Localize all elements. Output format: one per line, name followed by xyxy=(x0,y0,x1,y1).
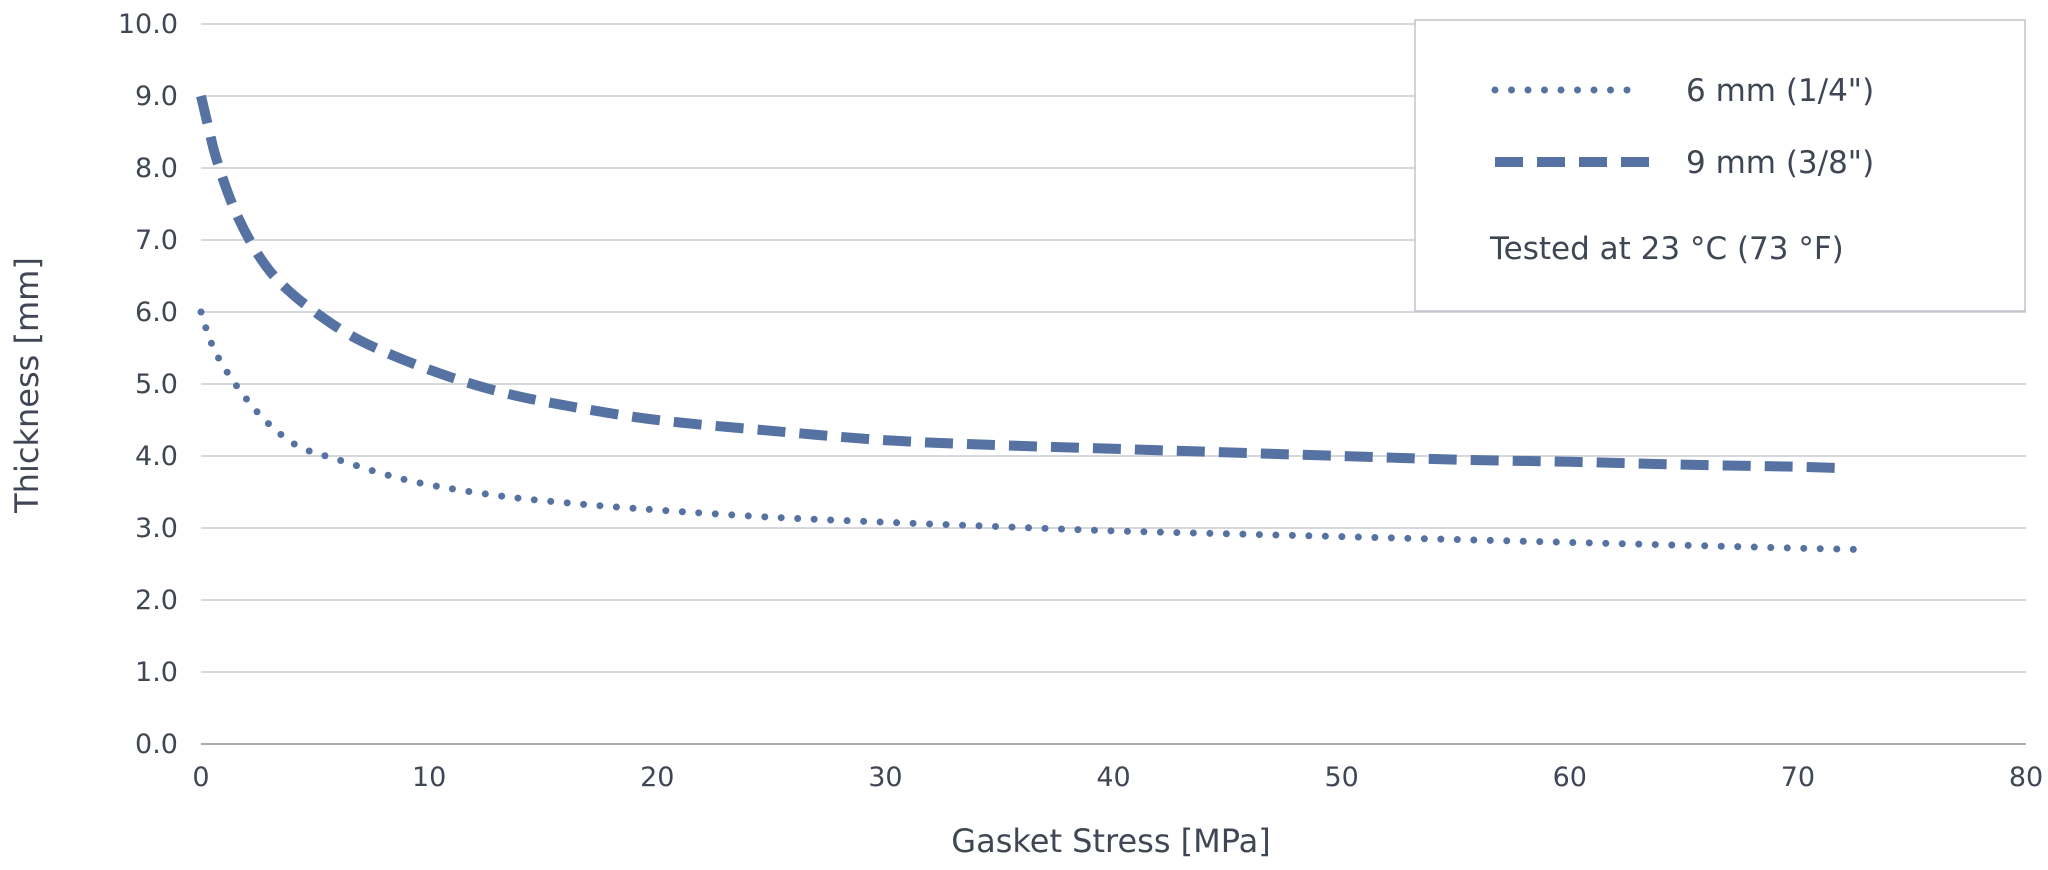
x-tick-label: 40 xyxy=(1096,762,1130,793)
x-axis-title: Gasket Stress [MPa] xyxy=(951,822,1270,860)
y-tick-label: 10.0 xyxy=(118,9,178,40)
x-tick-label: 60 xyxy=(1553,762,1587,793)
test-condition-note: Tested at 23 °C (73 °F) xyxy=(1489,231,1844,267)
y-tick-label: 5.0 xyxy=(135,369,178,400)
y-tick-label: 1.0 xyxy=(135,657,178,688)
x-tick-label: 70 xyxy=(1781,762,1815,793)
x-tick-label: 0 xyxy=(192,762,209,793)
tick-labels: 0.0 1.0 2.0 3.0 4.0 5.0 6.0 7.0 8.0 9.0 10.0 0 10 20 3… xyxy=(118,9,2043,793)
x-tick-label: 80 xyxy=(2009,762,2043,793)
x-tick-label: 10 xyxy=(412,762,446,793)
y-tick-label: 2.0 xyxy=(135,585,178,616)
y-axis-title: Thickness [mm] xyxy=(8,257,46,514)
y-tick-label: 6.0 xyxy=(135,297,178,328)
series-line-6mm xyxy=(197,308,1870,554)
y-tick-label: 7.0 xyxy=(135,225,178,256)
legend: 6 mm (1/4") 9 mm (3/8") Tested at 23 °C … xyxy=(1414,19,2026,312)
y-tick-label: 8.0 xyxy=(135,153,178,184)
y-tick-label: 9.0 xyxy=(135,81,178,112)
x-tick-label: 30 xyxy=(868,762,902,793)
legend-label-9mm: 9 mm (3/8") xyxy=(1686,145,1874,181)
x-tick-label: 50 xyxy=(1324,762,1358,793)
series-lines xyxy=(196,94,1870,554)
x-tick-label: 20 xyxy=(640,762,674,793)
legend-label-6mm: 6 mm (1/4") xyxy=(1686,73,1874,109)
y-tick-label: 4.0 xyxy=(135,441,178,472)
y-tick-label: 0.0 xyxy=(135,729,178,760)
y-tick-label: 3.0 xyxy=(135,513,178,544)
series-line-9mm xyxy=(196,94,1844,474)
